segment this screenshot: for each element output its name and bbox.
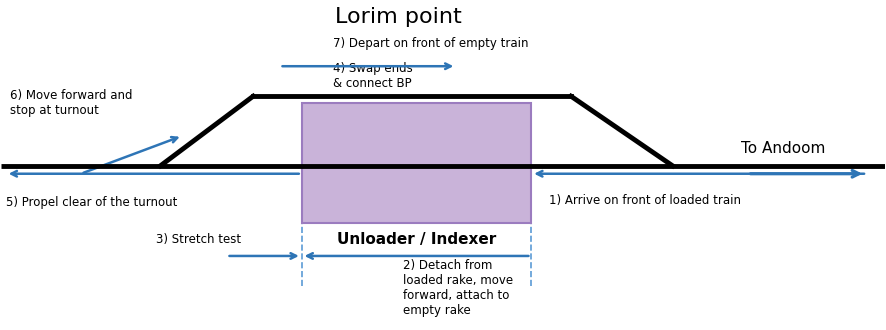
Text: 6) Move forward and
stop at turnout: 6) Move forward and stop at turnout [11, 89, 133, 117]
Text: Lorim point: Lorim point [336, 7, 462, 27]
Text: 7) Depart on front of empty train: 7) Depart on front of empty train [332, 37, 528, 50]
Text: 4) Swap ends
& connect BP: 4) Swap ends & connect BP [332, 62, 412, 90]
Text: 3) Stretch test: 3) Stretch test [156, 233, 241, 247]
Text: Unloader / Indexer: Unloader / Indexer [337, 232, 496, 247]
Text: 5) Propel clear of the turnout: 5) Propel clear of the turnout [6, 196, 177, 209]
Text: 1) Arrive on front of loaded train: 1) Arrive on front of loaded train [549, 194, 741, 207]
Text: To Andoom: To Andoom [741, 141, 825, 156]
Bar [302, 103, 532, 223]
Text: 2) Detach from
loaded rake, move
forward, attach to
empty rake: 2) Detach from loaded rake, move forward… [403, 259, 513, 317]
